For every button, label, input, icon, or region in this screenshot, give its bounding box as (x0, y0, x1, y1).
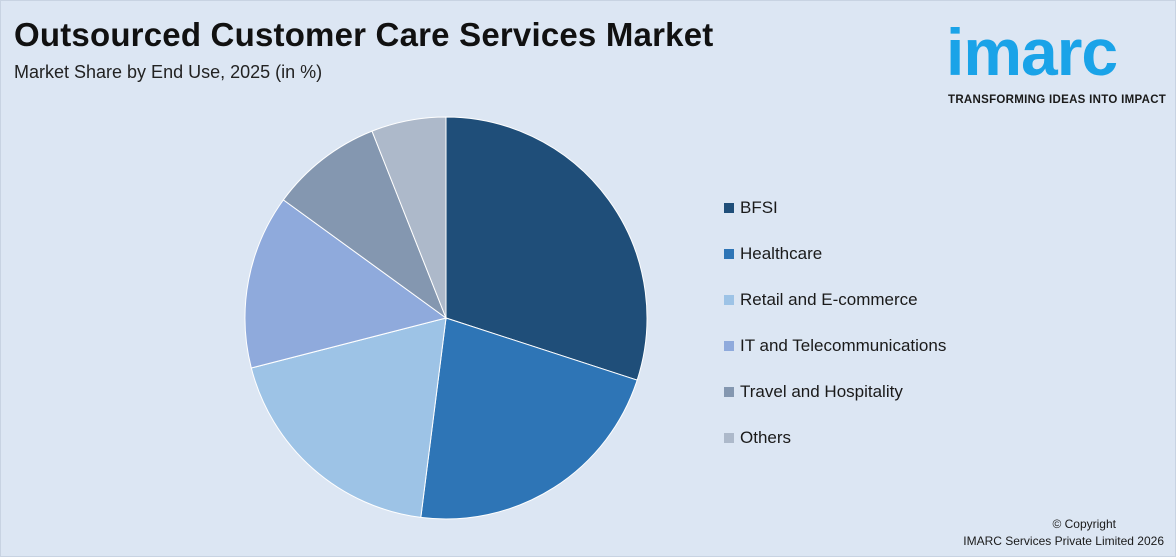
imarc-logo: imarc TRANSFORMING IDEAS INTO IMPACT (946, 10, 1170, 110)
pie-slice-healthcare (420, 317, 638, 520)
pie-slice-travel-and-hospitality (282, 130, 448, 320)
legend-item-healthcare: Healthcare (724, 244, 946, 290)
chart-title: Outsourced Customer Care Services Market (14, 16, 714, 53)
pie-slice-bfsi (445, 116, 648, 381)
logo-tagline: TRANSFORMING IDEAS INTO IMPACT (948, 94, 1167, 106)
chart-legend: BFSI Healthcare Retail and E-commerce IT an… (724, 198, 946, 474)
legend-swatch (724, 433, 734, 443)
legend-label: Others (740, 428, 792, 447)
copyright-notice: © Copyright IMARC Services Private Limit… (963, 516, 1164, 550)
chart-subtitle: Market Share by End Use, 2025 (in %) (14, 62, 323, 82)
legend-item-others: Others (724, 428, 946, 474)
legend-item-retail-and-e-commerce: Retail and E-commerce (724, 290, 946, 336)
legend-label: BFSI (740, 198, 778, 217)
legend-item-bfsi: BFSI (724, 198, 946, 244)
legend-swatch (724, 387, 734, 397)
legend-swatch (724, 295, 734, 305)
legend-item-it-and-telecommunications: IT and Telecommunications (724, 336, 946, 382)
logo-wordmark: imarc (946, 15, 1118, 89)
pie-slice-retail-and-e-commerce (250, 317, 447, 518)
legend-swatch (724, 341, 734, 351)
legend-item-travel-and-hospitality: Travel and Hospitality (724, 382, 946, 428)
legend-label: Travel and Hospitality (740, 382, 903, 401)
legend-label: Retail and E-commerce (740, 290, 918, 309)
copyright-line-1: © Copyright (1052, 517, 1116, 531)
pie-slice-it-and-telecommunications (244, 199, 448, 369)
legend-label: Healthcare (740, 244, 823, 263)
legend-swatch (724, 203, 734, 213)
legend-swatch (724, 249, 734, 259)
legend-label: IT and Telecommunications (740, 336, 947, 355)
copyright-line-2: IMARC Services Private Limited 2026 (963, 534, 1164, 548)
pie-slice-others (371, 116, 447, 319)
